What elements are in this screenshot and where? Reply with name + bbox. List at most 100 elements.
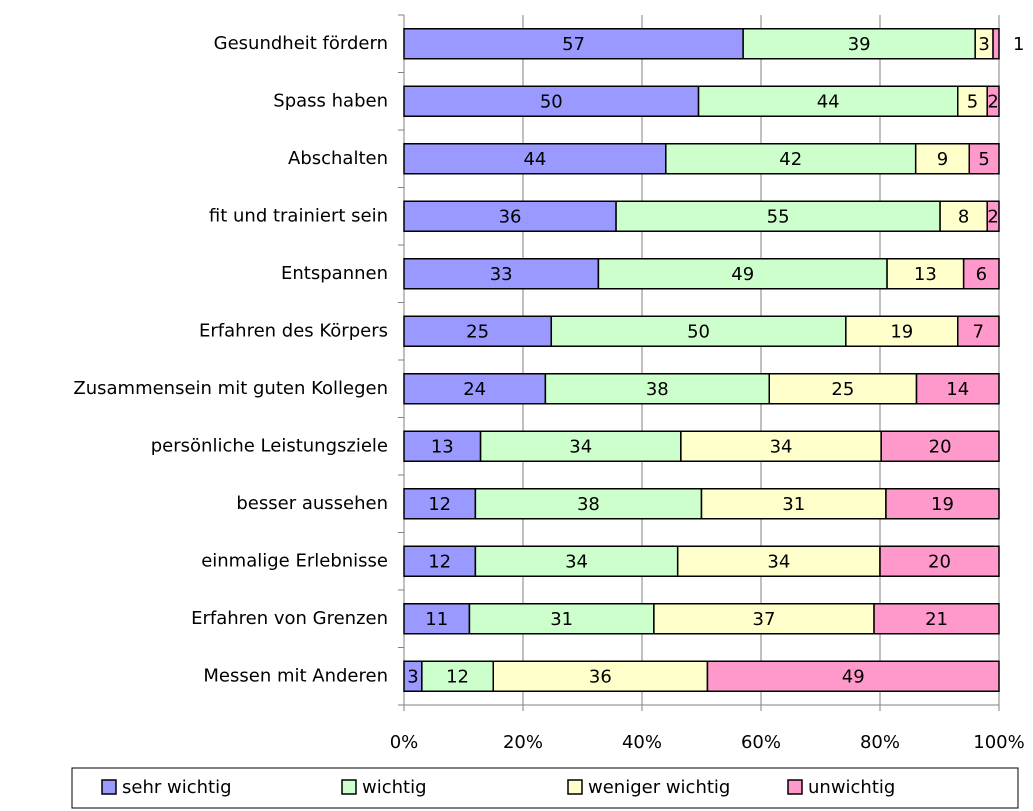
data-label: 50 [687, 321, 710, 342]
bar-segment [939, 200, 988, 232]
data-label: 25 [831, 379, 854, 400]
data-label: 5 [978, 149, 989, 170]
data-label: 36 [589, 666, 612, 687]
data-label: 44 [817, 91, 840, 112]
bar-segment [992, 28, 1000, 60]
y-tick-label: Erfahren von Grenzen [191, 608, 388, 629]
data-label: 20 [928, 551, 951, 572]
data-label: 38 [577, 494, 600, 515]
bar-segment [700, 488, 887, 520]
x-tick-label: 100% [973, 732, 1024, 753]
y-tick-label: Messen mit Anderen [203, 665, 388, 686]
bar-segment [915, 373, 1000, 405]
data-label: 3 [978, 34, 989, 55]
data-label: 33 [490, 264, 513, 285]
bar-segment [957, 315, 1000, 347]
y-tick-label: besser aussehen [236, 493, 388, 514]
legend-swatch [567, 779, 583, 795]
bar-segment [597, 258, 888, 290]
data-label: 19 [931, 494, 954, 515]
data-label: 49 [731, 264, 754, 285]
bar-segment [957, 85, 988, 117]
data-label: 44 [523, 149, 546, 170]
legend-swatch [341, 779, 357, 795]
bar-segment [403, 603, 471, 635]
y-tick-label: Erfahren des Körpers [199, 320, 388, 341]
data-label: 9 [937, 149, 948, 170]
data-label: 6 [976, 264, 987, 285]
bar-segment [886, 258, 965, 290]
bar-segment [706, 660, 1000, 692]
bar-segment [474, 545, 679, 577]
bar-segment [550, 315, 847, 347]
bar-segment [468, 603, 655, 635]
data-label: 12 [446, 666, 469, 687]
y-tick-label: einmalige Erlebnisse [201, 550, 388, 571]
bar-segment [544, 373, 770, 405]
bar-segment [885, 488, 1000, 520]
bar-segment [697, 85, 959, 117]
legend-label: weniger wichtig [588, 777, 730, 798]
bar-segment [403, 143, 667, 175]
data-label: 34 [767, 551, 790, 572]
data-label: 12 [428, 551, 451, 572]
data-label: 11 [425, 609, 448, 630]
y-tick-label: Spass haben [273, 90, 388, 111]
data-label: 34 [565, 551, 588, 572]
data-label: 24 [463, 379, 486, 400]
data-label: 38 [646, 379, 669, 400]
bar-segment [879, 545, 1000, 577]
data-label: 8 [958, 206, 969, 227]
data-label: 49 [842, 666, 865, 687]
bar-segment [873, 603, 1000, 635]
data-label: 1 [1013, 34, 1024, 55]
data-label: 34 [770, 436, 793, 457]
bar-segment [768, 373, 918, 405]
data-label: 2 [987, 206, 998, 227]
legend-label: unwichtig [808, 777, 895, 798]
x-tick-label: 0% [390, 732, 419, 753]
bar-segment [653, 603, 875, 635]
bar-segment [615, 200, 941, 232]
legend-label: sehr wichtig [122, 777, 232, 798]
data-label: 2 [987, 91, 998, 112]
data-label: 42 [779, 149, 802, 170]
bar-segment [492, 660, 709, 692]
y-tick-label: fit und trainiert sein [209, 205, 388, 226]
data-label: 13 [431, 436, 454, 457]
bar-segment [986, 85, 1000, 117]
y-tick-label: Abschalten [288, 148, 388, 169]
data-label: 19 [890, 321, 913, 342]
data-label: 3 [407, 666, 418, 687]
bar-segment [845, 315, 959, 347]
legend-box [71, 767, 1019, 809]
data-label: 39 [848, 34, 871, 55]
data-label: 20 [929, 436, 952, 457]
bar-segment [880, 430, 1000, 462]
data-label: 13 [914, 264, 937, 285]
data-label: 31 [550, 609, 573, 630]
bar-segment [968, 143, 1000, 175]
y-tick-label: persönliche Leistungsziele [151, 435, 388, 456]
data-label: 25 [466, 321, 489, 342]
bar-segment [403, 200, 617, 232]
bar-segment [962, 258, 1000, 290]
data-label: 55 [767, 206, 790, 227]
legend-swatch [101, 779, 117, 795]
data-label: 37 [753, 609, 776, 630]
bar-segment [403, 315, 553, 347]
x-tick-label: 20% [503, 732, 543, 753]
data-label: 7 [973, 321, 984, 342]
data-label: 34 [569, 436, 592, 457]
data-label: 14 [946, 379, 969, 400]
data-label: 36 [499, 206, 522, 227]
bar-segment [479, 430, 682, 462]
bar-segment [474, 488, 703, 520]
legend-label: wichtig [362, 777, 427, 798]
data-label: 5 [967, 91, 978, 112]
x-tick-label: 80% [860, 732, 900, 753]
x-tick-label: 40% [622, 732, 662, 753]
data-label: 21 [925, 609, 948, 630]
data-label: 12 [428, 494, 451, 515]
